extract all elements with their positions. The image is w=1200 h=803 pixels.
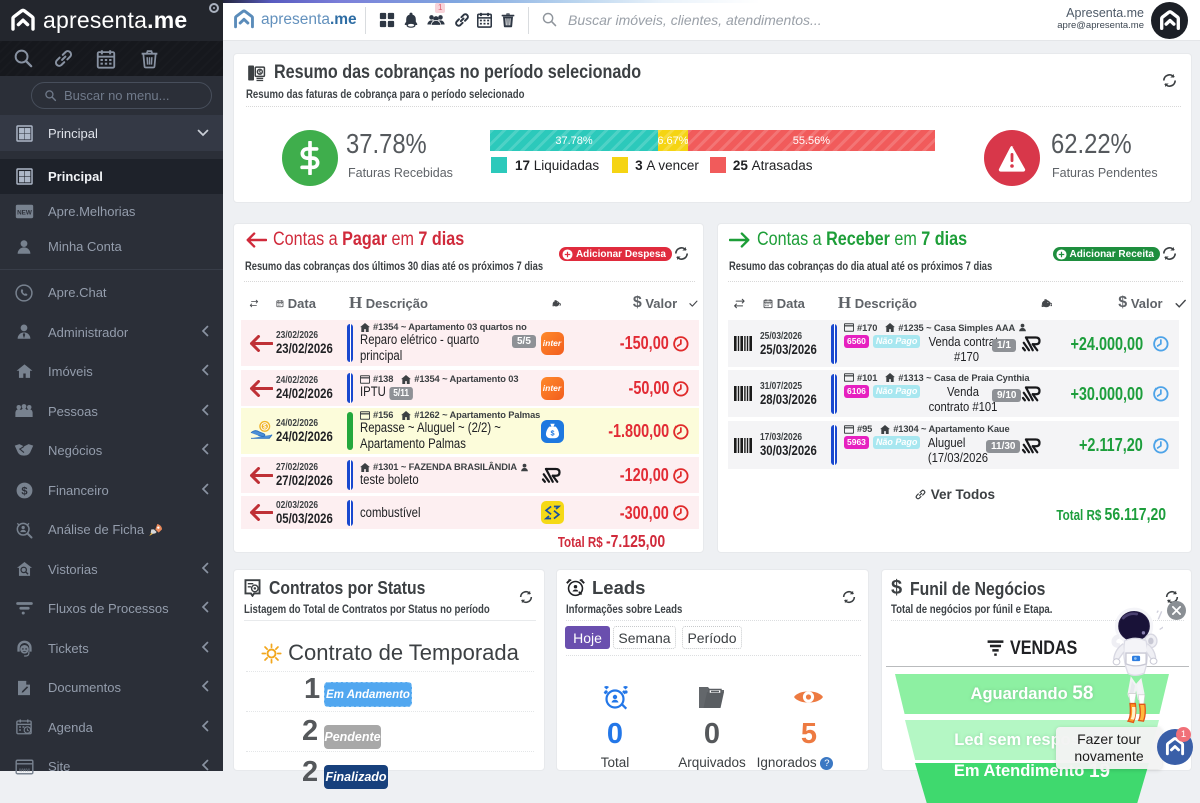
svg-text:$: $ bbox=[263, 424, 267, 431]
svg-text:www: www bbox=[18, 767, 29, 773]
svg-text:$: $ bbox=[21, 485, 27, 497]
svg-text:$: $ bbox=[258, 70, 261, 76]
svg-text:NEW: NEW bbox=[17, 209, 32, 216]
svg-text:$: $ bbox=[550, 428, 554, 437]
